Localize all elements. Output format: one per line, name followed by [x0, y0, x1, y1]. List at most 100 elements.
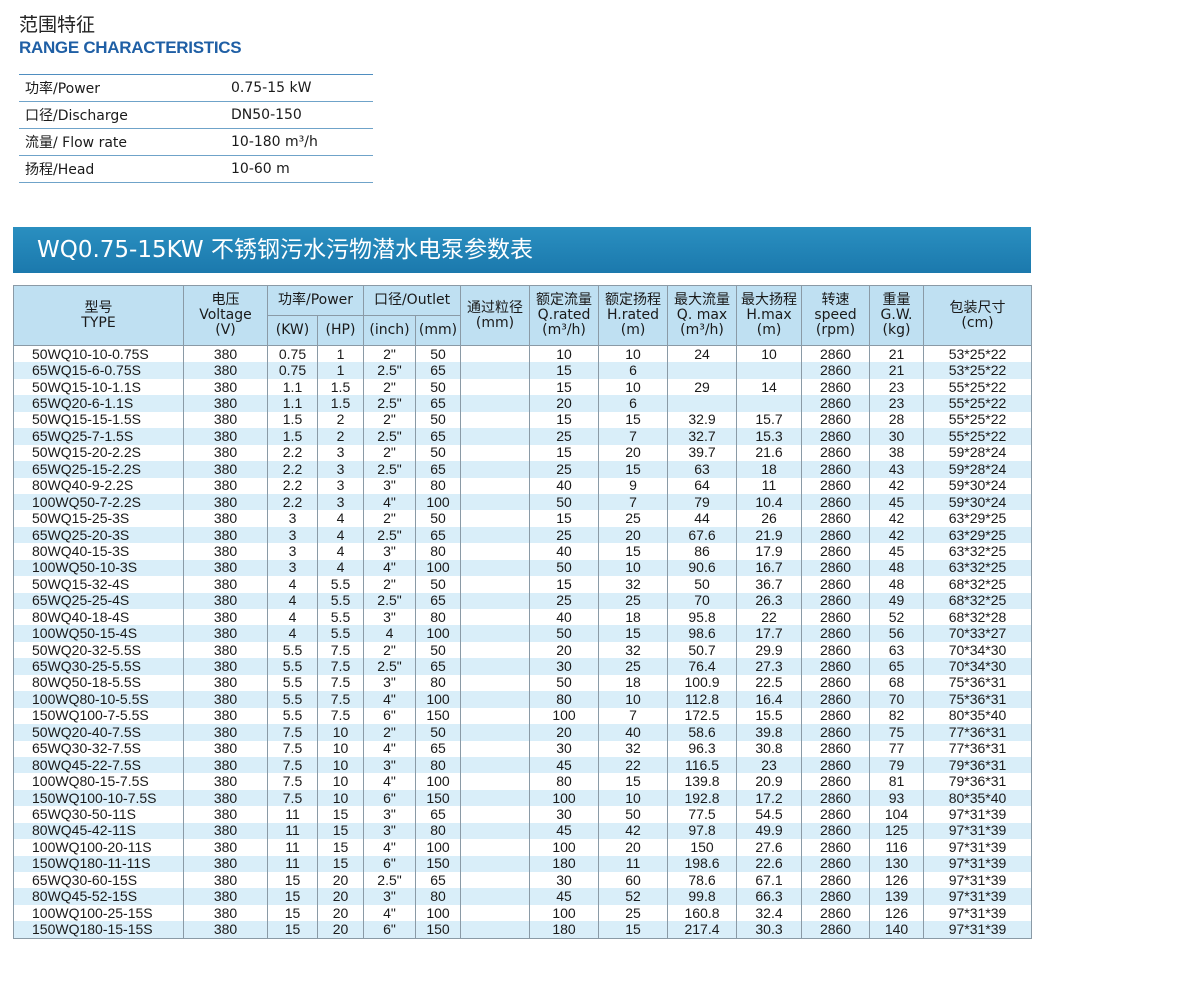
- cell-type: 100WQ80-10-5.5S: [13, 691, 184, 708]
- cell-q-rated: 25: [529, 461, 600, 478]
- cell-q-rated: 80: [529, 691, 600, 708]
- cell-q-rated: 30: [529, 806, 600, 823]
- cell-passage: [460, 658, 531, 675]
- cell-speed: 2860: [801, 461, 871, 478]
- cell-package-size: 97*31*39: [923, 872, 1033, 889]
- header-speed: 转速 speed (rpm): [801, 285, 871, 346]
- cell-power-hp: 15: [316, 839, 365, 856]
- cell-speed: 2860: [801, 921, 871, 939]
- cell-weight: 42: [869, 526, 925, 544]
- cell-q-max: 39.7: [667, 444, 738, 462]
- cell-outlet-mm: 80: [415, 477, 462, 494]
- cell-package-size: 97*31*39: [923, 806, 1033, 823]
- cell-speed: 2860: [801, 822, 871, 840]
- table-row: 65WQ15-6-0.75S 380 0.75 1 2.5" 65 15 6 2860 21 53*…: [13, 362, 1033, 379]
- cell-speed: 2860: [801, 345, 871, 363]
- cell-voltage: 380: [183, 707, 268, 725]
- cell-q-rated: 15: [529, 378, 600, 396]
- range-value: 10-180 m³/h: [225, 128, 373, 156]
- cell-voltage: 380: [183, 543, 268, 560]
- cell-passage: [460, 740, 531, 757]
- cell-passage: [460, 855, 531, 872]
- cell-q-max: 160.8: [667, 904, 738, 922]
- header-weight: 重量 G.W. (kg): [869, 285, 925, 346]
- cell-h-rated: 10: [598, 789, 669, 807]
- cell-package-size: 97*31*39: [923, 904, 1033, 922]
- cell-outlet-mm: 80: [415, 674, 462, 692]
- cell-power-hp: 1.5: [316, 378, 365, 396]
- cell-outlet-inch: 3": [363, 543, 417, 560]
- header-power: 功率/Power: [266, 285, 365, 316]
- cell-passage: [460, 461, 531, 478]
- cell-voltage: 380: [183, 740, 268, 757]
- cell-outlet-inch: 3": [363, 822, 417, 840]
- cell-outlet-mm: 80: [415, 822, 462, 840]
- cell-power-kw: 11: [267, 806, 318, 823]
- cell-passage: [460, 378, 531, 396]
- table-row: 50WQ20-40-7.5S 380 7.5 10 2" 50 20 40 58.6 39.8 28…: [13, 724, 1033, 741]
- cell-outlet-inch: 2": [363, 411, 417, 429]
- cell-weight: 93: [869, 789, 925, 807]
- cell-voltage: 380: [183, 576, 268, 593]
- cell-h-max: 11: [736, 477, 803, 494]
- cell-voltage: 380: [183, 888, 268, 905]
- cell-q-max: 58.6: [667, 724, 738, 741]
- cell-power-kw: 0.75: [267, 362, 318, 379]
- cell-q-max: 63: [667, 461, 738, 478]
- range-title-en: RANGE CHARACTERISTICS: [19, 38, 242, 57]
- cell-q-rated: 30: [529, 740, 600, 757]
- cell-outlet-mm: 150: [415, 707, 462, 725]
- header-type: 型号 TYPE: [13, 285, 184, 346]
- cell-h-rated: 20: [598, 526, 669, 544]
- cell-voltage: 380: [183, 789, 268, 807]
- cell-outlet-mm: 65: [415, 526, 462, 544]
- cell-h-max: 15.3: [736, 428, 803, 445]
- cell-power-hp: 2: [316, 411, 365, 429]
- cell-h-max: 27.6: [736, 839, 803, 856]
- cell-package-size: 68*32*25: [923, 592, 1033, 609]
- cell-power-kw: 7.5: [267, 773, 318, 790]
- cell-passage: [460, 806, 531, 823]
- cell-outlet-mm: 100: [415, 839, 462, 856]
- cell-power-kw: 2.2: [267, 477, 318, 494]
- cell-power-kw: 7.5: [267, 756, 318, 774]
- cell-package-size: 80*35*40: [923, 789, 1033, 807]
- cell-outlet-mm: 100: [415, 773, 462, 790]
- header-passage: 通过粒径 (mm): [460, 285, 531, 346]
- cell-outlet-mm: 50: [415, 576, 462, 593]
- cell-q-max: 24: [667, 345, 738, 363]
- cell-power-hp: 20: [316, 888, 365, 905]
- cell-speed: 2860: [801, 641, 871, 659]
- cell-weight: 23: [869, 395, 925, 412]
- cell-power-kw: 1.5: [267, 411, 318, 429]
- table-row: 65WQ30-25-5.5S 380 5.5 7.5 2.5" 65 30 25 76.4 27.…: [13, 658, 1033, 675]
- cell-power-hp: 10: [316, 740, 365, 757]
- cell-weight: 104: [869, 806, 925, 823]
- cell-q-rated: 45: [529, 888, 600, 905]
- cell-power-hp: 5.5: [316, 576, 365, 593]
- cell-package-size: 63*32*25: [923, 559, 1033, 577]
- cell-voltage: 380: [183, 855, 268, 872]
- table-row: 50WQ15-10-1.1S 380 1.1 1.5 2" 50 15 10 29 14 2860 2…: [13, 378, 1033, 396]
- cell-type: 50WQ15-20-2.2S: [13, 444, 184, 462]
- cell-power-kw: 3: [267, 559, 318, 577]
- cell-type: 50WQ20-40-7.5S: [13, 724, 184, 741]
- cell-q-rated: 40: [529, 609, 600, 626]
- cell-weight: 43: [869, 461, 925, 478]
- cell-power-kw: 4: [267, 609, 318, 626]
- cell-power-kw: 4: [267, 592, 318, 609]
- cell-type: 65WQ25-15-2.2S: [13, 461, 184, 478]
- cell-q-rated: 15: [529, 444, 600, 462]
- cell-h-rated: 40: [598, 724, 669, 741]
- header-outlet-inch: (inch): [363, 315, 417, 346]
- cell-outlet-mm: 150: [415, 921, 462, 939]
- cell-outlet-mm: 100: [415, 625, 462, 642]
- cell-outlet-mm: 100: [415, 904, 462, 922]
- header-q-rated: 额定流量 Q.rated (m³/h): [529, 285, 600, 346]
- cell-voltage: 380: [183, 806, 268, 823]
- cell-type: 65WQ25-25-4S: [13, 592, 184, 609]
- cell-type: 65WQ30-50-11S: [13, 806, 184, 823]
- cell-passage: [460, 822, 531, 840]
- cell-h-rated: 7: [598, 493, 669, 511]
- table-row: 65WQ30-60-15S 380 15 20 2.5" 65 30 60 78.6 67.1 28…: [13, 872, 1033, 889]
